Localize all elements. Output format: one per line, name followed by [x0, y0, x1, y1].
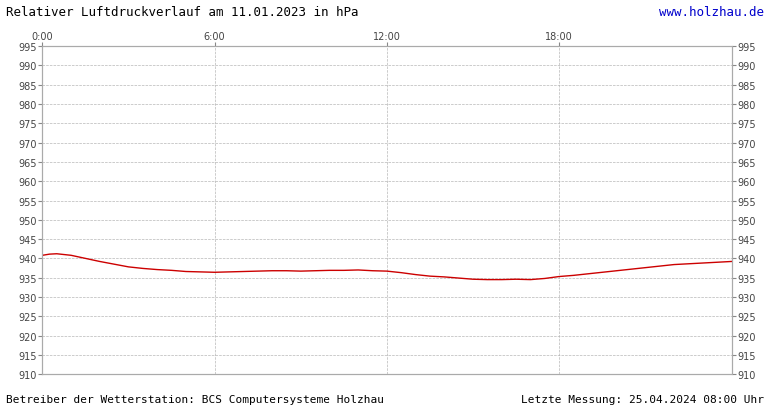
Text: Letzte Messung: 25.04.2024 08:00 Uhr: Letzte Messung: 25.04.2024 08:00 Uhr: [521, 394, 764, 404]
Text: Betreiber der Wetterstation: BCS Computersysteme Holzhau: Betreiber der Wetterstation: BCS Compute…: [6, 394, 384, 404]
Text: Relativer Luftdruckverlauf am 11.01.2023 in hPa: Relativer Luftdruckverlauf am 11.01.2023…: [6, 6, 359, 19]
Text: www.holzhau.de: www.holzhau.de: [659, 6, 764, 19]
